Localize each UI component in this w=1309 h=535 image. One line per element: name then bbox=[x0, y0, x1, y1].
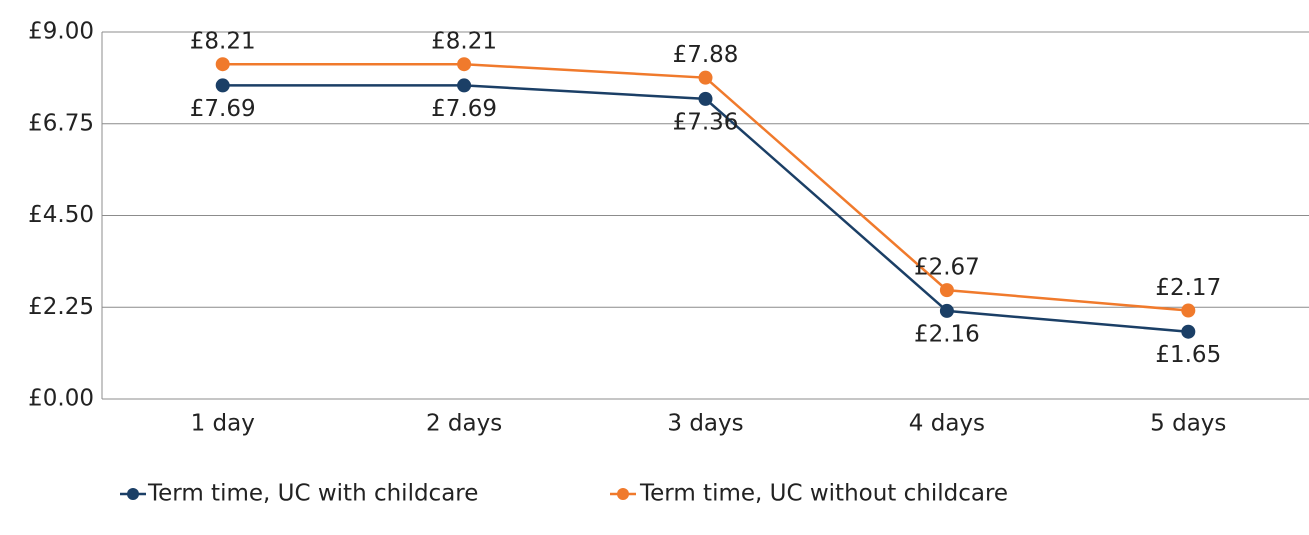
y-tick-label: £0.00 bbox=[28, 386, 94, 412]
point bbox=[1181, 303, 1196, 318]
x-tick-label: 2 days bbox=[426, 411, 502, 437]
legend-marker bbox=[127, 488, 139, 500]
point bbox=[698, 91, 713, 106]
data-label: £8.21 bbox=[190, 29, 256, 55]
point bbox=[1181, 324, 1196, 339]
data-label: £8.21 bbox=[431, 29, 497, 55]
data-label: £7.36 bbox=[673, 109, 739, 135]
x-tick-label: 4 days bbox=[909, 411, 985, 437]
point bbox=[939, 303, 954, 318]
point bbox=[457, 57, 472, 72]
y-tick-label: £2.25 bbox=[28, 294, 94, 320]
point bbox=[457, 78, 472, 93]
y-tick-label: £6.75 bbox=[28, 110, 94, 136]
point bbox=[698, 70, 713, 85]
data-label: £7.69 bbox=[431, 96, 497, 122]
data-label: £7.69 bbox=[190, 96, 256, 122]
data-label: £7.88 bbox=[673, 42, 739, 68]
legend-label: Term time, UC with childcare bbox=[147, 481, 478, 507]
x-tick-label: 1 day bbox=[191, 411, 255, 437]
x-tick-label: 5 days bbox=[1150, 411, 1226, 437]
data-label: £2.17 bbox=[1155, 275, 1221, 301]
y-tick-label: £9.00 bbox=[28, 19, 94, 45]
point bbox=[215, 57, 230, 72]
point bbox=[939, 283, 954, 298]
data-label: £1.65 bbox=[1155, 342, 1221, 368]
data-label: £2.16 bbox=[914, 321, 980, 347]
y-tick-label: £4.50 bbox=[28, 202, 94, 228]
x-tick-label: 3 days bbox=[667, 411, 743, 437]
legend-label: Term time, UC without childcare bbox=[639, 481, 1008, 507]
point bbox=[215, 78, 230, 93]
legend-marker bbox=[617, 488, 629, 500]
data-label: £2.67 bbox=[914, 255, 980, 281]
